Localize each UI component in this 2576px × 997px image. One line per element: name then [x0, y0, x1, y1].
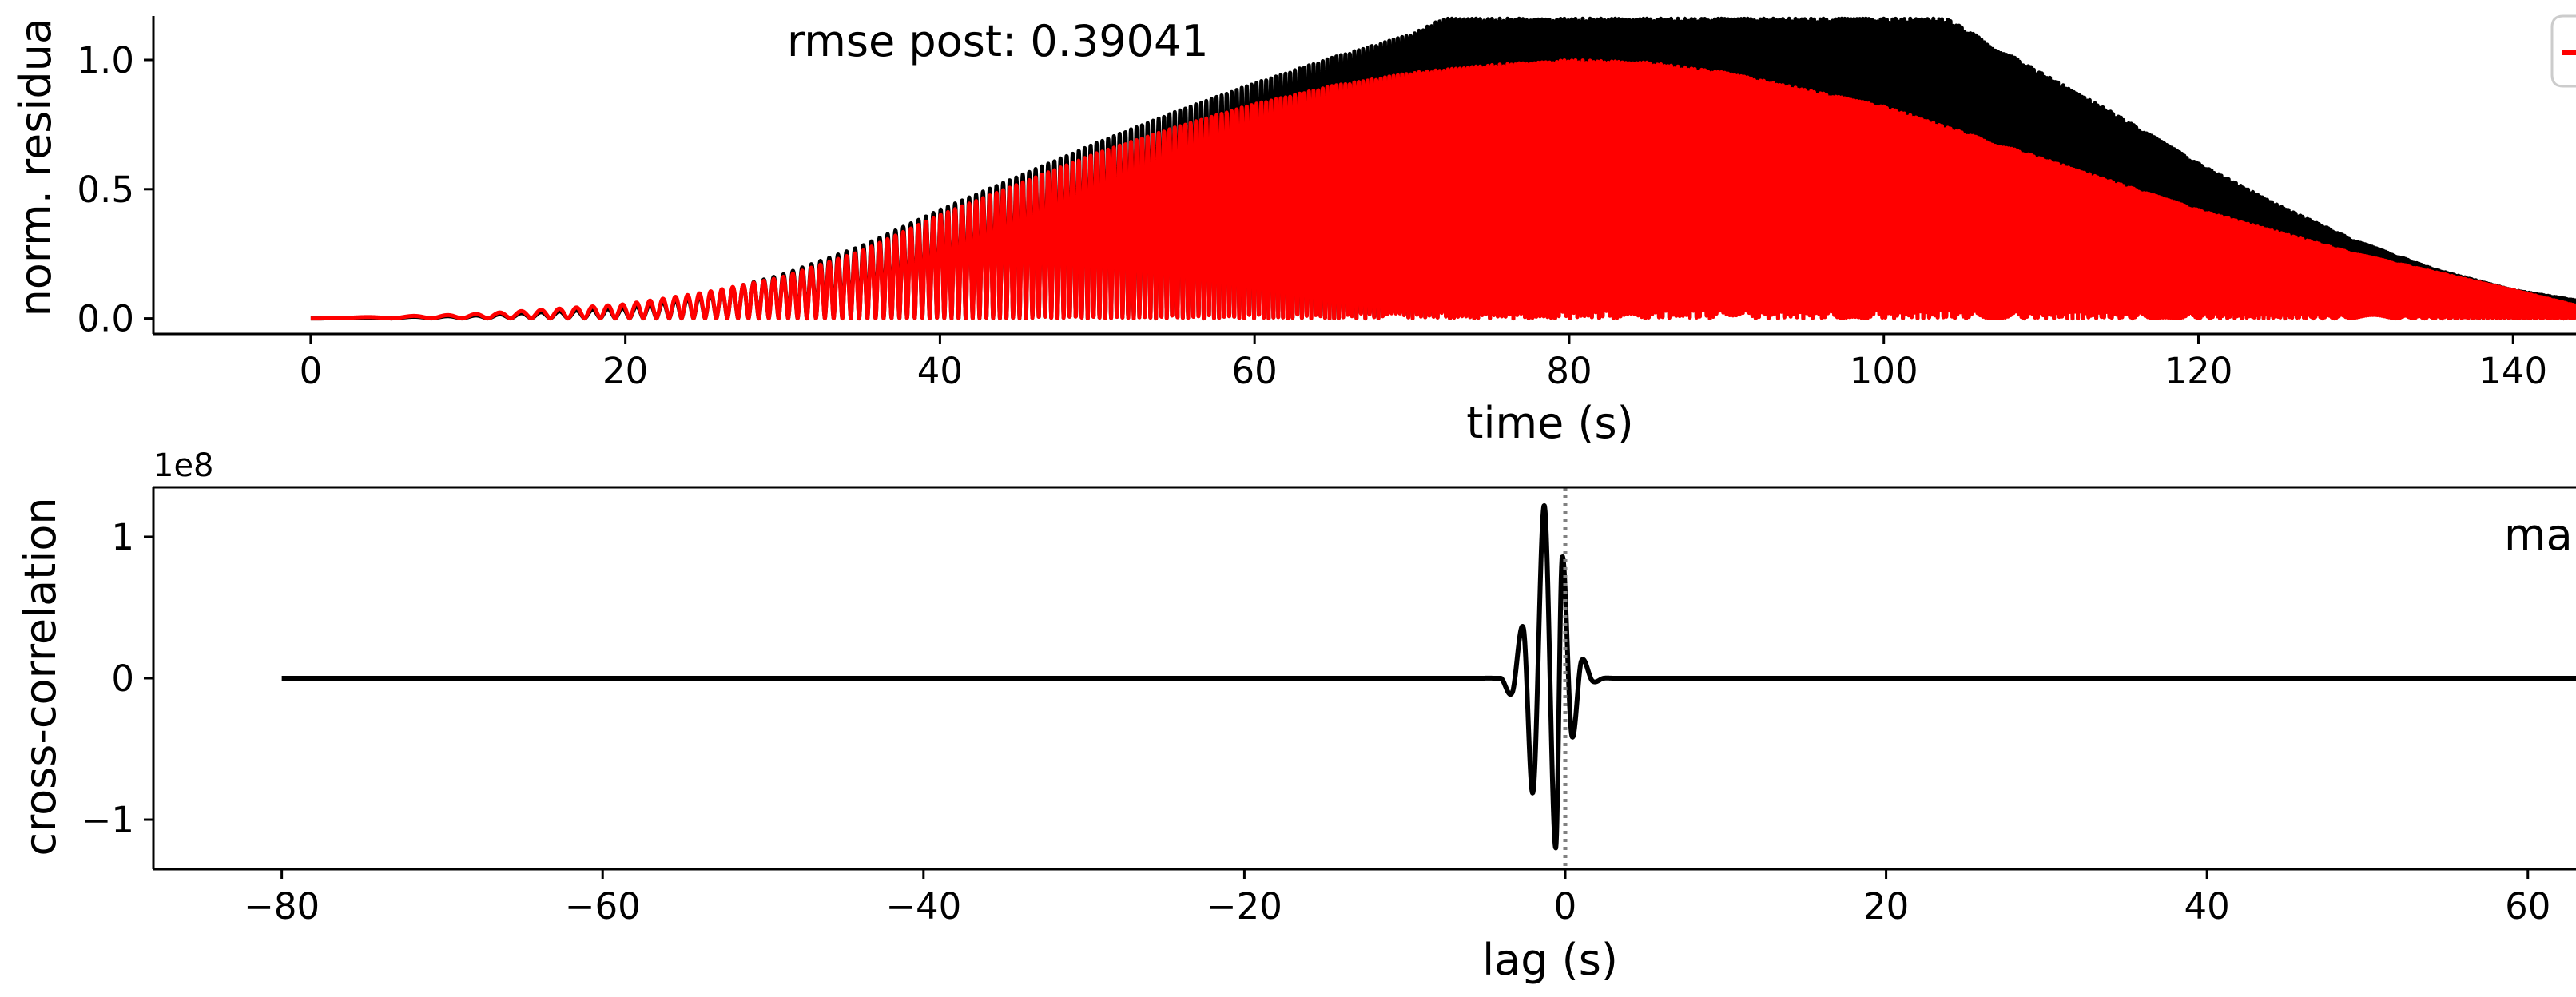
x-tick-label: 0 [300, 350, 323, 392]
residual-lines [308, 16, 2576, 321]
x-tick-label: 60 [1232, 350, 1278, 392]
max-annotation: ma [2504, 510, 2573, 560]
cross-correlation-line [280, 502, 2576, 851]
x-tick-label: 20 [1863, 885, 1909, 927]
y-tick-label: 0.5 [77, 169, 134, 211]
rmse-annotation: rmse post: 0.39041 [787, 16, 1209, 66]
x-tick-label: 60 [2505, 885, 2550, 927]
x-tick-label: 120 [2165, 350, 2233, 392]
y-tick-label: 0.0 [77, 298, 134, 340]
x-axis-label: time (s) [1466, 398, 1633, 448]
x-tick-label: 40 [2184, 885, 2230, 927]
y-axis-label: norm. residua [10, 18, 61, 316]
x-tick-label: −80 [244, 885, 320, 927]
x-tick-label: 100 [1850, 350, 1918, 392]
x-tick-label: 20 [602, 350, 648, 392]
y-tick-label: 1.0 [77, 39, 134, 81]
x-tick-label: 140 [2479, 350, 2547, 392]
x-axis-label: lag (s) [1482, 935, 1618, 985]
cross-correlation-panel: 1e8 −80 −60 −40 −20 0 20 40 60 −1 0 1 lag (s) cro… [15, 447, 2576, 985]
x-tick-label: −20 [1207, 885, 1282, 927]
y-tick-label: −1 [81, 799, 134, 841]
y-tick-label: 1 [111, 516, 134, 558]
x-tick-label: −40 [885, 885, 961, 927]
x-tick-label: 40 [917, 350, 963, 392]
y-ticks: −1 0 1 [81, 516, 153, 841]
y-offset-label: 1e8 [153, 447, 214, 484]
legend-box [2550, 14, 2576, 88]
x-tick-label: 0 [1554, 885, 1577, 927]
cross-correlation-lines [280, 487, 2576, 869]
y-ticks: 0.0 0.5 1.0 [77, 39, 153, 340]
x-tick-label: −60 [565, 885, 641, 927]
x-tick-label: 80 [1546, 350, 1592, 392]
residual-panel: 0 20 40 60 80 100 120 140 0.0 0.5 1.0 time (s) no… [10, 14, 2576, 448]
y-axis-label: cross-correlation [15, 497, 66, 856]
y-tick-label: 0 [111, 657, 134, 700]
series-red-line [308, 58, 2576, 321]
x-ticks: 0 20 40 60 80 100 120 140 [300, 334, 2547, 392]
x-ticks: −80 −60 −40 −20 0 20 40 60 [244, 869, 2550, 927]
